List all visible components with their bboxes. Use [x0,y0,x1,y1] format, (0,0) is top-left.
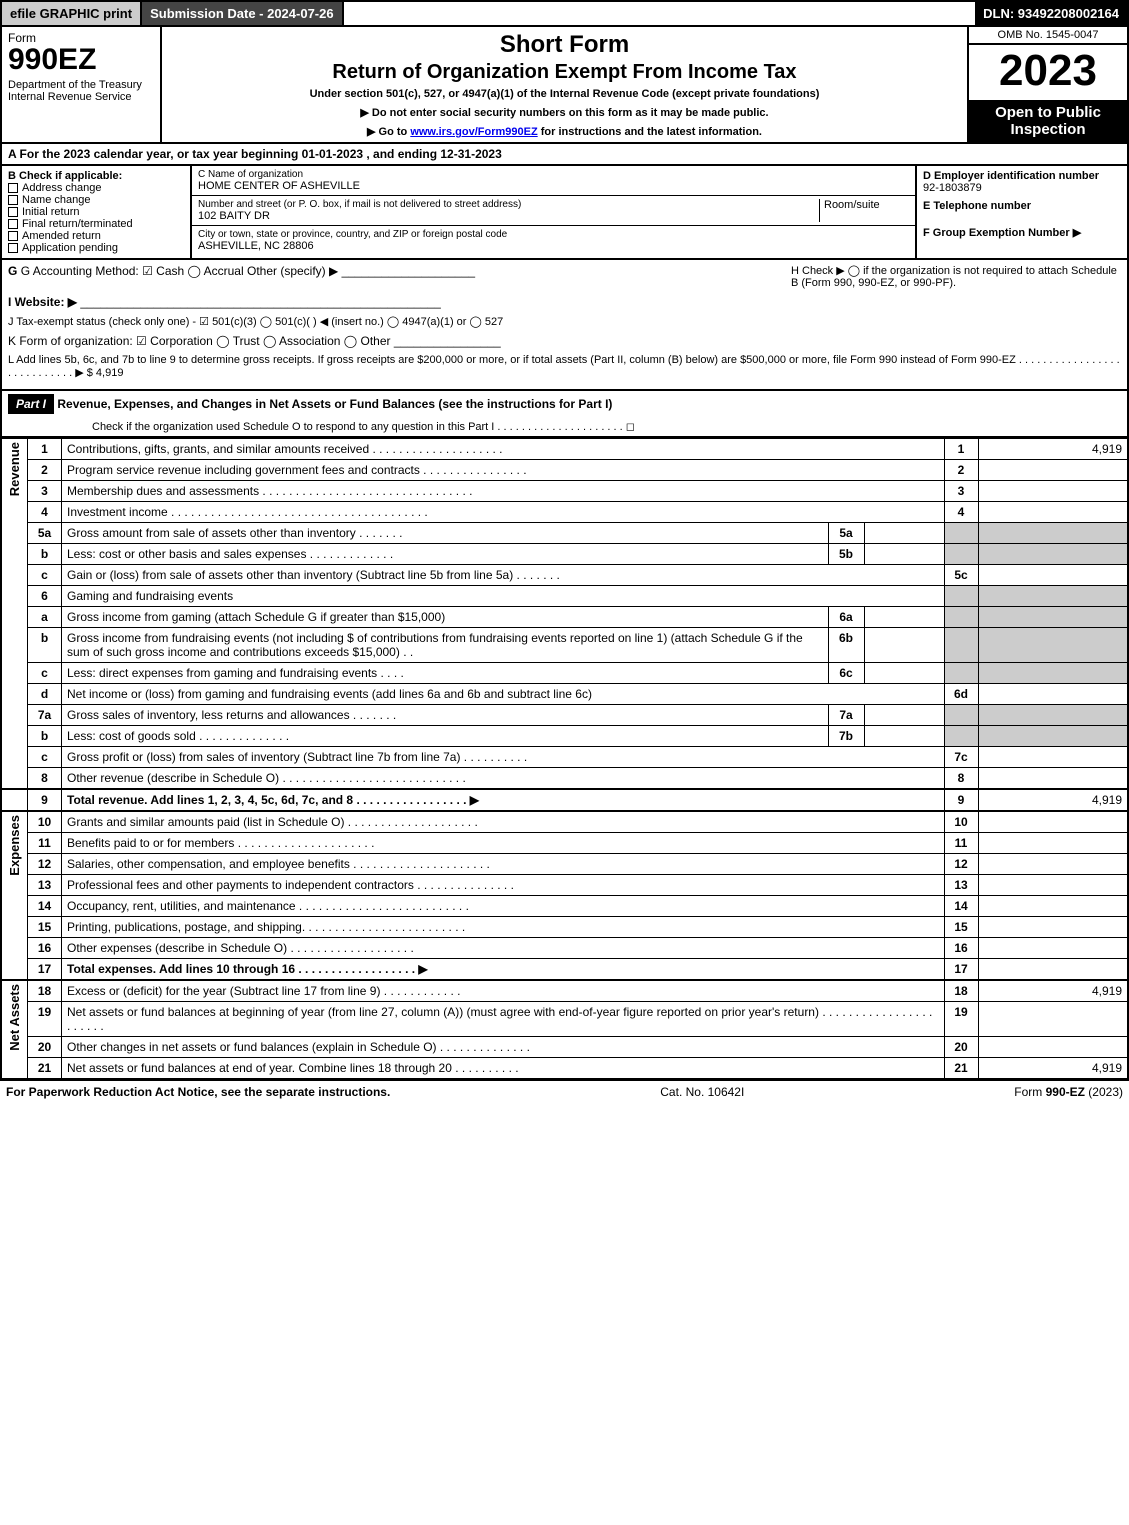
line-16: 16Other expenses (describe in Schedule O… [1,938,1128,959]
chk-final-return[interactable]: Final return/terminated [8,218,184,230]
footer-right: Form 990-EZ (2023) [1014,1085,1123,1099]
chk-name-change[interactable]: Name change [8,194,184,206]
line-18: Net Assets 18Excess or (deficit) for the… [1,980,1128,1002]
efile-print-button[interactable]: efile GRAPHIC print [2,2,142,25]
row-g: G G Accounting Method: ☑ Cash ◯ Accrual … [8,264,791,289]
city-row: City or town, state or province, country… [192,226,915,255]
open-inspection-badge: Open to Public Inspection [969,100,1127,142]
part-i-check: Check if the organization used Schedule … [2,417,1127,436]
col-c: C Name of organization HOME CENTER OF AS… [192,166,917,258]
line-5a: 5aGross amount from sale of assets other… [1,523,1128,544]
page-footer: For Paperwork Reduction Act Notice, see … [0,1080,1129,1103]
line-2: 2Program service revenue including gover… [1,460,1128,481]
header-right: OMB No. 1545-0047 2023 Open to Public In… [967,27,1127,142]
ssn-warning: ▶ Do not enter social security numbers o… [170,106,959,119]
chk-amended-return[interactable]: Amended return [8,230,184,242]
row-h: H Check ▶ ◯ if the organization is not r… [791,264,1121,289]
ein-val: 92-1803879 [923,182,1121,194]
part-i-badge: Part I [8,394,54,414]
return-title: Return of Organization Exempt From Incom… [170,61,959,84]
chk-address-change[interactable]: Address change [8,182,184,194]
row-l: L Add lines 5b, 6c, and 7b to line 9 to … [8,354,1121,379]
goto-suffix: for instructions and the latest informat… [538,126,762,138]
part-i-title: Revenue, Expenses, and Changes in Net As… [57,397,612,411]
row-k: K Form of organization: ☑ Corporation ◯ … [8,334,1121,348]
line-8: 8Other revenue (describe in Schedule O) … [1,768,1128,790]
chk-application-pending[interactable]: Application pending [8,242,184,254]
street-row: Number and street (or P. O. box, if mail… [192,196,915,226]
header-left: Form 990EZ Department of the Treasury In… [2,27,162,142]
line-14: 14Occupancy, rent, utilities, and mainte… [1,896,1128,917]
form-number: 990EZ [8,45,154,75]
line-7b: bLess: cost of goods sold . . . . . . . … [1,726,1128,747]
department-label: Department of the Treasury Internal Reve… [8,79,154,103]
short-form-title: Short Form [170,31,959,59]
row-j: J Tax-exempt status (check only one) - ☑… [8,315,1121,328]
ein-label: D Employer identification number [923,170,1121,182]
block-bcdef: B Check if applicable: Address change Na… [0,166,1129,260]
rows-g-to-l: G G Accounting Method: ☑ Cash ◯ Accrual … [0,260,1129,391]
line-6: 6Gaming and fundraising events [1,586,1128,607]
line-5b: bLess: cost or other basis and sales exp… [1,544,1128,565]
line-9: 9Total revenue. Add lines 1, 2, 3, 4, 5c… [1,789,1128,811]
org-name-row: C Name of organization HOME CENTER OF AS… [192,166,915,196]
form-header: Form 990EZ Department of the Treasury In… [0,27,1129,144]
top-bar: efile GRAPHIC print Submission Date - 20… [0,0,1129,27]
goto-prefix: ▶ Go to [367,126,410,138]
line-4: 4Investment income . . . . . . . . . . .… [1,502,1128,523]
line-7c: cGross profit or (loss) from sales of in… [1,747,1128,768]
row-a: A For the 2023 calendar year, or tax yea… [0,144,1129,166]
section-expenses: Expenses [7,815,22,876]
line-20: 20Other changes in net assets or fund ba… [1,1037,1128,1058]
tel-label: E Telephone number [923,200,1121,212]
street-label: Number and street (or P. O. box, if mail… [198,199,819,210]
org-name: HOME CENTER OF ASHEVILLE [198,180,909,192]
line-5c: cGain or (loss) from sale of assets othe… [1,565,1128,586]
line-19: 19Net assets or fund balances at beginni… [1,1002,1128,1037]
submission-date-button[interactable]: Submission Date - 2024-07-26 [142,2,344,25]
line-11: 11Benefits paid to or for members . . . … [1,833,1128,854]
line-10: Expenses 10Grants and similar amounts pa… [1,811,1128,833]
col-b: B Check if applicable: Address change Na… [2,166,192,258]
section-revenue: Revenue [7,442,22,496]
b-title: B Check if applicable: [8,170,184,182]
goto-link-line: ▶ Go to www.irs.gov/Form990EZ for instru… [170,125,959,138]
line-15: 15Printing, publications, postage, and s… [1,917,1128,938]
line-6c: cLess: direct expenses from gaming and f… [1,663,1128,684]
under-section-text: Under section 501(c), 527, or 4947(a)(1)… [170,88,959,100]
chk-initial-return[interactable]: Initial return [8,206,184,218]
dln-label: DLN: 93492208002164 [975,2,1127,25]
part-i-table: Revenue 1 Contributions, gifts, grants, … [0,438,1129,1080]
footer-mid: Cat. No. 10642I [660,1085,744,1099]
topbar-spacer [344,2,976,25]
part-i-header: Part I Revenue, Expenses, and Changes in… [0,391,1129,438]
line-6b: bGross income from fundraising events (n… [1,628,1128,663]
line-3: 3Membership dues and assessments . . . .… [1,481,1128,502]
line-17: 17Total expenses. Add lines 10 through 1… [1,959,1128,981]
header-center: Short Form Return of Organization Exempt… [162,27,967,142]
line-7a: 7aGross sales of inventory, less returns… [1,705,1128,726]
section-net-assets: Net Assets [7,984,22,1051]
row-i: I Website: ▶ ___________________________… [8,295,1121,309]
group-exemption-label: F Group Exemption Number ▶ [923,226,1121,239]
tax-year: 2023 [969,45,1127,100]
line-6d: dNet income or (loss) from gaming and fu… [1,684,1128,705]
omb-number: OMB No. 1545-0047 [969,27,1127,45]
street-val: 102 BAITY DR [198,210,819,222]
line-21: 21Net assets or fund balances at end of … [1,1058,1128,1080]
col-def: D Employer identification number 92-1803… [917,166,1127,258]
line-12: 12Salaries, other compensation, and empl… [1,854,1128,875]
line-6a: aGross income from gaming (attach Schedu… [1,607,1128,628]
irs-link[interactable]: www.irs.gov/Form990EZ [410,126,537,138]
c-label: C Name of organization [198,169,909,180]
line-1: Revenue 1 Contributions, gifts, grants, … [1,439,1128,460]
line-13: 13Professional fees and other payments t… [1,875,1128,896]
city-label: City or town, state or province, country… [198,229,909,240]
room-suite: Room/suite [819,199,909,222]
footer-left: For Paperwork Reduction Act Notice, see … [6,1085,390,1099]
city-val: ASHEVILLE, NC 28806 [198,240,909,252]
